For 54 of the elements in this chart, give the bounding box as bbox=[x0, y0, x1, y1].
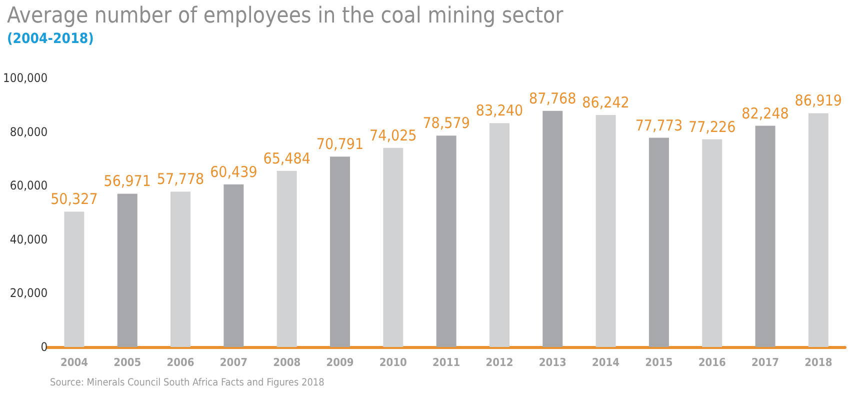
bar bbox=[276, 170, 297, 347]
source-note: Source: Minerals Council South Africa Facts and Figures 2018 bbox=[50, 378, 325, 388]
data-label: 65,484 bbox=[263, 149, 310, 168]
data-label: 82,248 bbox=[742, 104, 789, 122]
bar bbox=[383, 148, 404, 347]
data-label: 70,791 bbox=[316, 135, 364, 154]
y-tick-label: 60,000 bbox=[10, 178, 48, 193]
bar bbox=[224, 184, 244, 347]
data-label: 60,439 bbox=[210, 162, 258, 181]
x-tick-label: 2007 bbox=[220, 356, 248, 369]
bar bbox=[489, 123, 510, 347]
data-label: 74,025 bbox=[370, 126, 417, 144]
y-tick-label: 0 bbox=[40, 340, 48, 354]
chart-title: Average number of employees in the coal mining sector bbox=[7, 4, 564, 28]
bar bbox=[755, 126, 776, 347]
bar bbox=[648, 138, 669, 347]
data-label: 86,242 bbox=[582, 94, 630, 112]
y-tick-label: 100,000 bbox=[2, 71, 48, 85]
x-tick-label: 2015 bbox=[645, 356, 673, 369]
data-label: 77,773 bbox=[635, 116, 683, 134]
x-tick-label: 2016 bbox=[698, 356, 726, 369]
y-tick-label: 20,000 bbox=[10, 286, 48, 300]
chart-subtitle: (2004-2018) bbox=[7, 31, 94, 47]
bar bbox=[436, 136, 456, 347]
x-tick-label: 2004 bbox=[60, 356, 88, 369]
data-label: 57,778 bbox=[156, 170, 204, 188]
y-tick-label: 80,000 bbox=[10, 124, 48, 139]
bar bbox=[330, 156, 350, 347]
bar bbox=[64, 212, 84, 347]
data-label: 77,226 bbox=[688, 118, 736, 136]
x-tick-label: 2010 bbox=[379, 356, 408, 369]
x-tick-label: 2009 bbox=[326, 356, 354, 369]
x-tick-label: 2006 bbox=[166, 356, 194, 369]
x-tick-label: 2011 bbox=[432, 356, 460, 369]
x-tick-label: 2013 bbox=[538, 356, 567, 369]
data-label: 83,240 bbox=[476, 102, 524, 120]
x-tick-label: 2008 bbox=[273, 356, 301, 369]
y-tick-label: 40,000 bbox=[10, 232, 48, 246]
data-label: 86,919 bbox=[794, 92, 842, 110]
bar bbox=[702, 139, 722, 347]
x-tick-label: 2017 bbox=[751, 356, 780, 369]
data-label: 50,327 bbox=[50, 190, 98, 208]
data-label: 87,768 bbox=[529, 89, 576, 108]
bar bbox=[808, 113, 828, 347]
bar bbox=[542, 110, 563, 347]
x-tick-label: 2012 bbox=[486, 356, 514, 369]
bar bbox=[170, 192, 191, 347]
bar bbox=[596, 115, 616, 347]
data-label: 78,579 bbox=[422, 114, 470, 132]
data-label: 56,971 bbox=[104, 172, 151, 190]
x-tick-label: 2014 bbox=[592, 356, 620, 369]
x-tick-label: 2005 bbox=[114, 356, 142, 369]
bar bbox=[117, 194, 138, 347]
x-tick-label: 2018 bbox=[804, 356, 832, 369]
